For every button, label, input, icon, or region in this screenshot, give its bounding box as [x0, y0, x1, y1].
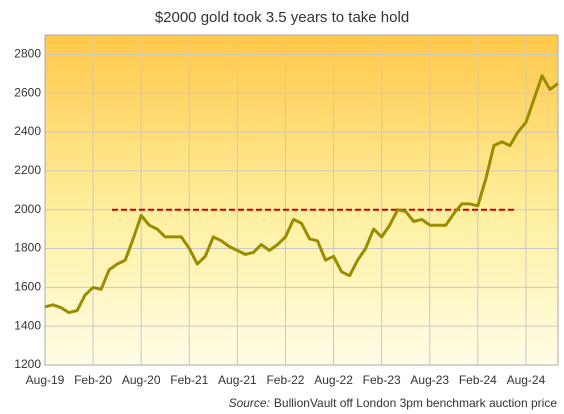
x-tick-label: Feb-24 — [459, 373, 497, 387]
x-tick-label: Aug-22 — [314, 373, 353, 387]
plot-area — [45, 35, 558, 365]
x-tick-label: Aug-23 — [410, 373, 449, 387]
x-tick-label: Feb-21 — [170, 373, 208, 387]
x-tick-label: Feb-20 — [74, 373, 112, 387]
y-tick-label: 1200 — [14, 357, 41, 371]
x-tick-label: Aug-21 — [218, 373, 257, 387]
source-text: BullionVault off London 3pm benchmark au… — [274, 396, 557, 410]
y-tick-label: 2400 — [14, 124, 41, 138]
y-tick-label: 1600 — [14, 280, 41, 294]
source-label: Source: — [229, 396, 270, 410]
chart-title: $2000 gold took 3.5 years to take hold — [155, 9, 409, 26]
source: Source: BullionVault off London 3pm bench… — [229, 396, 558, 410]
y-tick-label: 1800 — [14, 241, 41, 255]
x-tick-label: Aug-24 — [507, 373, 546, 387]
y-tick-label: 2600 — [14, 85, 41, 99]
x-tick-label: Aug-20 — [122, 373, 161, 387]
x-tick-label: Feb-22 — [266, 373, 304, 387]
plot-border — [44, 34, 559, 366]
y-tick-label: 2200 — [14, 163, 41, 177]
y-tick-label: 1400 — [14, 318, 41, 332]
price-line — [44, 74, 559, 315]
y-tick-label: 2000 — [14, 202, 41, 216]
x-tick-label: Feb-23 — [363, 373, 401, 387]
x-tick-label: Aug-19 — [26, 373, 65, 387]
y-tick-label: 2800 — [14, 47, 41, 61]
